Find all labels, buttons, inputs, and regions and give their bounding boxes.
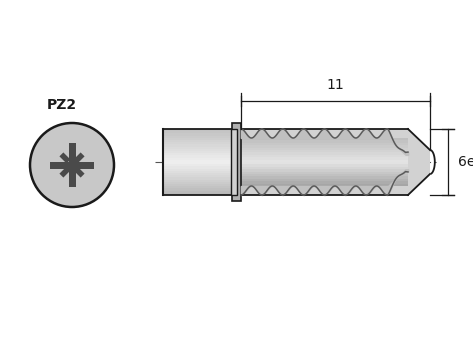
Bar <box>241 181 408 184</box>
Bar <box>163 188 232 191</box>
Bar <box>241 169 408 171</box>
Bar <box>163 186 232 189</box>
Bar <box>241 164 408 167</box>
Bar <box>241 167 408 169</box>
Bar <box>163 137 232 140</box>
Bar <box>163 135 232 138</box>
Bar <box>163 131 232 133</box>
Bar <box>241 143 408 145</box>
Bar <box>163 151 232 153</box>
Bar <box>163 179 232 182</box>
Bar <box>50 162 94 169</box>
Bar <box>241 174 408 176</box>
Bar <box>232 123 241 201</box>
Polygon shape <box>241 129 430 195</box>
Bar <box>69 143 76 187</box>
Bar <box>163 142 232 144</box>
Bar <box>163 170 232 173</box>
Bar <box>163 162 232 164</box>
Bar <box>231 129 237 195</box>
Bar <box>241 150 408 152</box>
Bar <box>241 157 408 160</box>
Bar <box>241 179 408 181</box>
Bar <box>163 184 232 186</box>
Text: PZ2: PZ2 <box>47 98 77 112</box>
Bar <box>241 145 408 148</box>
Bar <box>163 148 232 151</box>
Bar <box>163 129 232 131</box>
Bar <box>163 175 232 178</box>
Bar <box>241 171 408 174</box>
Bar <box>163 164 232 166</box>
Bar <box>163 181 232 184</box>
Bar <box>163 173 232 175</box>
Bar <box>241 162 408 164</box>
Bar <box>163 155 232 158</box>
Circle shape <box>30 123 114 207</box>
Bar <box>163 159 232 162</box>
Text: 11: 11 <box>327 78 344 92</box>
Bar <box>163 192 232 195</box>
Bar <box>241 184 408 186</box>
Text: 6euro: 6euro <box>458 155 473 169</box>
Bar <box>163 153 232 155</box>
Bar <box>241 140 408 143</box>
Bar <box>163 190 232 193</box>
Bar <box>163 133 232 136</box>
Bar <box>163 157 232 160</box>
Bar <box>241 148 408 150</box>
Bar <box>163 140 232 142</box>
Bar <box>163 177 232 180</box>
Bar <box>241 152 408 155</box>
Bar <box>163 168 232 171</box>
Bar <box>241 176 408 179</box>
Bar <box>163 166 232 169</box>
Bar <box>241 138 408 140</box>
Bar <box>163 144 232 147</box>
Bar <box>241 155 408 157</box>
Bar <box>163 146 232 149</box>
Bar <box>241 160 408 162</box>
